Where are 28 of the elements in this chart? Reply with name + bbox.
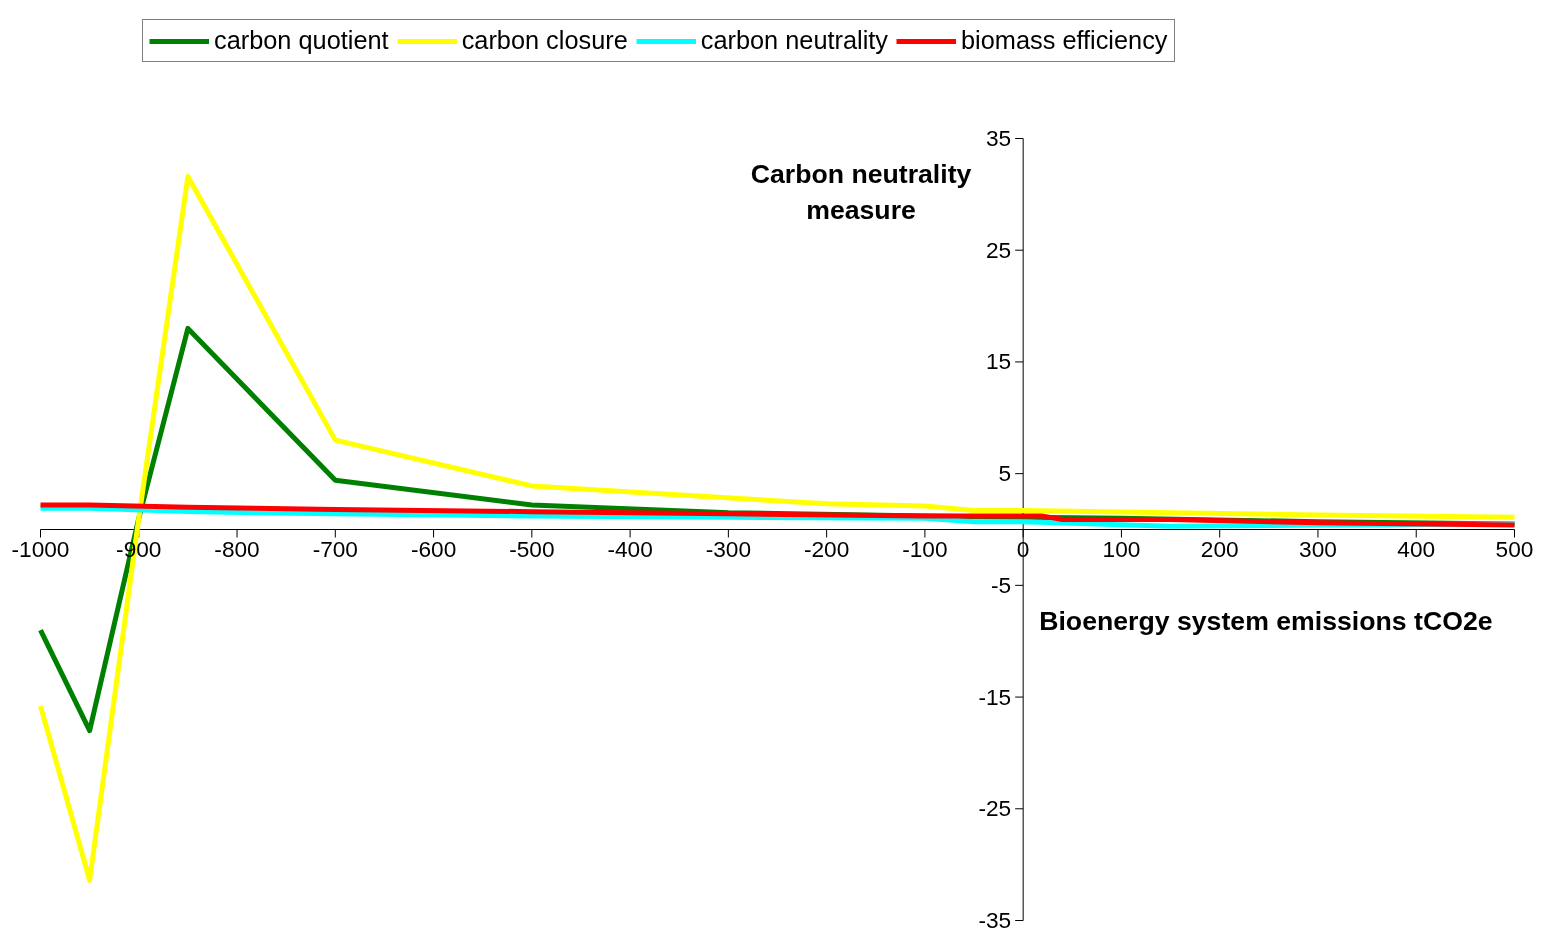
x-tick-label: -200	[803, 535, 850, 562]
x-tick-label: 100	[1102, 535, 1141, 562]
x-tick-label: -1000	[11, 535, 70, 562]
y-tick-label: -35	[978, 907, 1012, 933]
x-tick-label: -800	[214, 535, 260, 562]
y-axis-title: Carbon neutrality measure	[750, 158, 972, 225]
x-tick-label: -700	[312, 535, 358, 562]
legend-label: carbon neutrality	[700, 26, 889, 55]
x-tick-label: -300	[705, 535, 752, 562]
x-tick-label: 300	[1299, 535, 1337, 562]
x-tick-label: 400	[1397, 535, 1436, 562]
y-tick-label: 25	[985, 236, 1012, 263]
y-tick-label: -15	[978, 683, 1012, 710]
legend-label: biomass efficiency	[961, 26, 1168, 55]
y-tick-label: -25	[978, 795, 1012, 822]
y-tick-label: 15	[985, 348, 1012, 375]
x-tick-label: -400	[607, 535, 653, 562]
legend-label: carbon quotient	[214, 26, 389, 55]
legend-label: carbon closure	[461, 26, 628, 55]
y-tick-label: -5	[991, 571, 1012, 598]
x-tick-label: 200	[1200, 535, 1239, 562]
x-tick-label: -600	[410, 535, 457, 562]
x-tick-label: -500	[509, 535, 555, 562]
x-tick-label: -100	[902, 535, 948, 562]
y-tick-label: 5	[998, 460, 1012, 487]
x-tick-label: 500	[1495, 535, 1534, 562]
y-tick-label: 35	[985, 125, 1012, 151]
x-axis-title: Bioenergy system emissions tCO2e	[1039, 605, 1493, 636]
